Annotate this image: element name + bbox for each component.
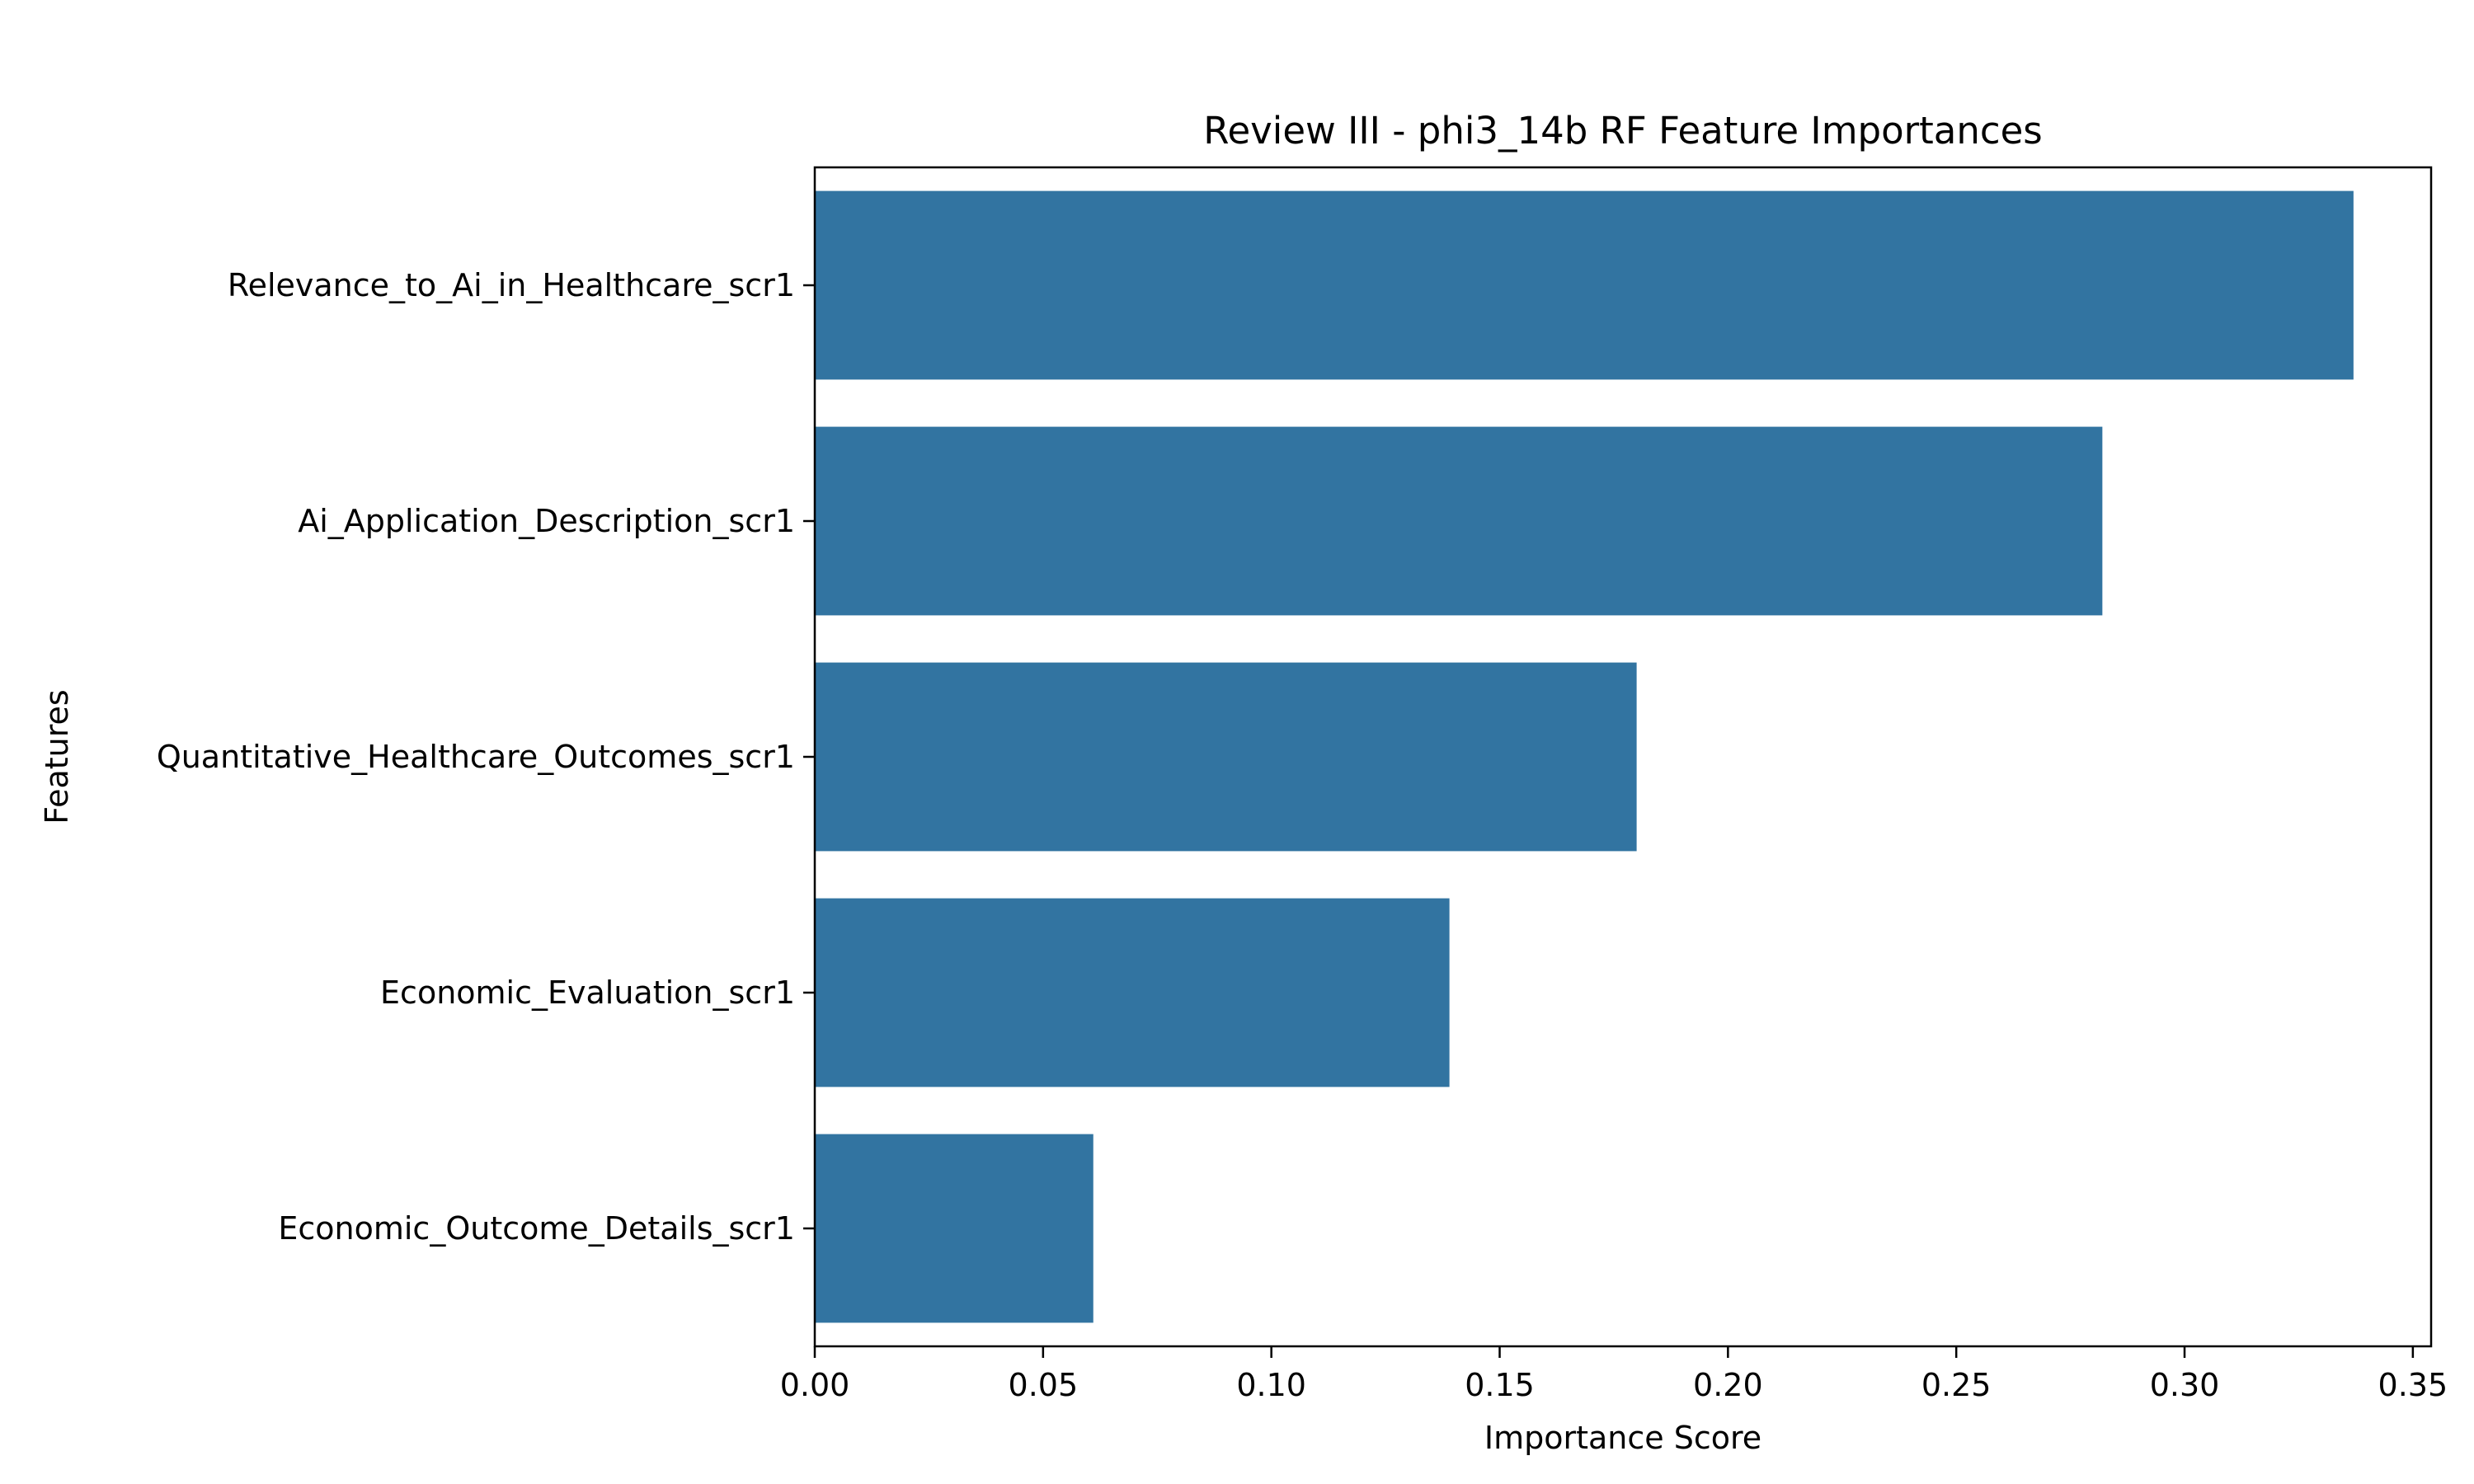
plot-frame: [813, 166, 2433, 1348]
x-tick-label: 0.00: [780, 1367, 850, 1403]
y-axis-ticks: Relevance_to_Ai_in_Healthcare_scr1 Ai_App…: [157, 267, 815, 1247]
bar-4: [815, 898, 1450, 1087]
bar-3: [815, 662, 1637, 852]
y-axis-label: Features: [39, 689, 75, 824]
y-tick-label: Relevance_to_Ai_in_Healthcare_scr1: [228, 267, 795, 303]
bars-group: [815, 190, 2354, 1323]
x-axis-ticks: 0.00 0.05 0.10 0.15 0.20 0.25 0.30 0.35: [780, 1346, 2448, 1403]
bar-5: [815, 1134, 1094, 1323]
y-tick-label: Economic_Evaluation_scr1: [380, 974, 795, 1011]
x-tick-label: 0.05: [1009, 1367, 1079, 1403]
y-tick-label: Quantitative_Healthcare_Outcomes_scr1: [157, 739, 795, 775]
bar-2: [815, 426, 2103, 616]
x-tick-label: 0.35: [2378, 1367, 2448, 1403]
x-tick-label: 0.15: [1465, 1367, 1535, 1403]
x-tick-label: 0.20: [1693, 1367, 1763, 1403]
x-axis-label: Importance Score: [1484, 1420, 1761, 1456]
x-tick-label: 0.25: [1921, 1367, 1992, 1403]
x-tick-label: 0.30: [2150, 1367, 2220, 1403]
x-tick-label: 0.10: [1236, 1367, 1306, 1403]
bar-1: [815, 190, 2354, 380]
chart-title: Review III - phi3_14b RF Feature Importa…: [1203, 109, 2043, 153]
y-tick-label: Ai_Application_Description_scr1: [298, 503, 795, 539]
y-tick-label: Economic_Outcome_Details_scr1: [278, 1210, 795, 1247]
